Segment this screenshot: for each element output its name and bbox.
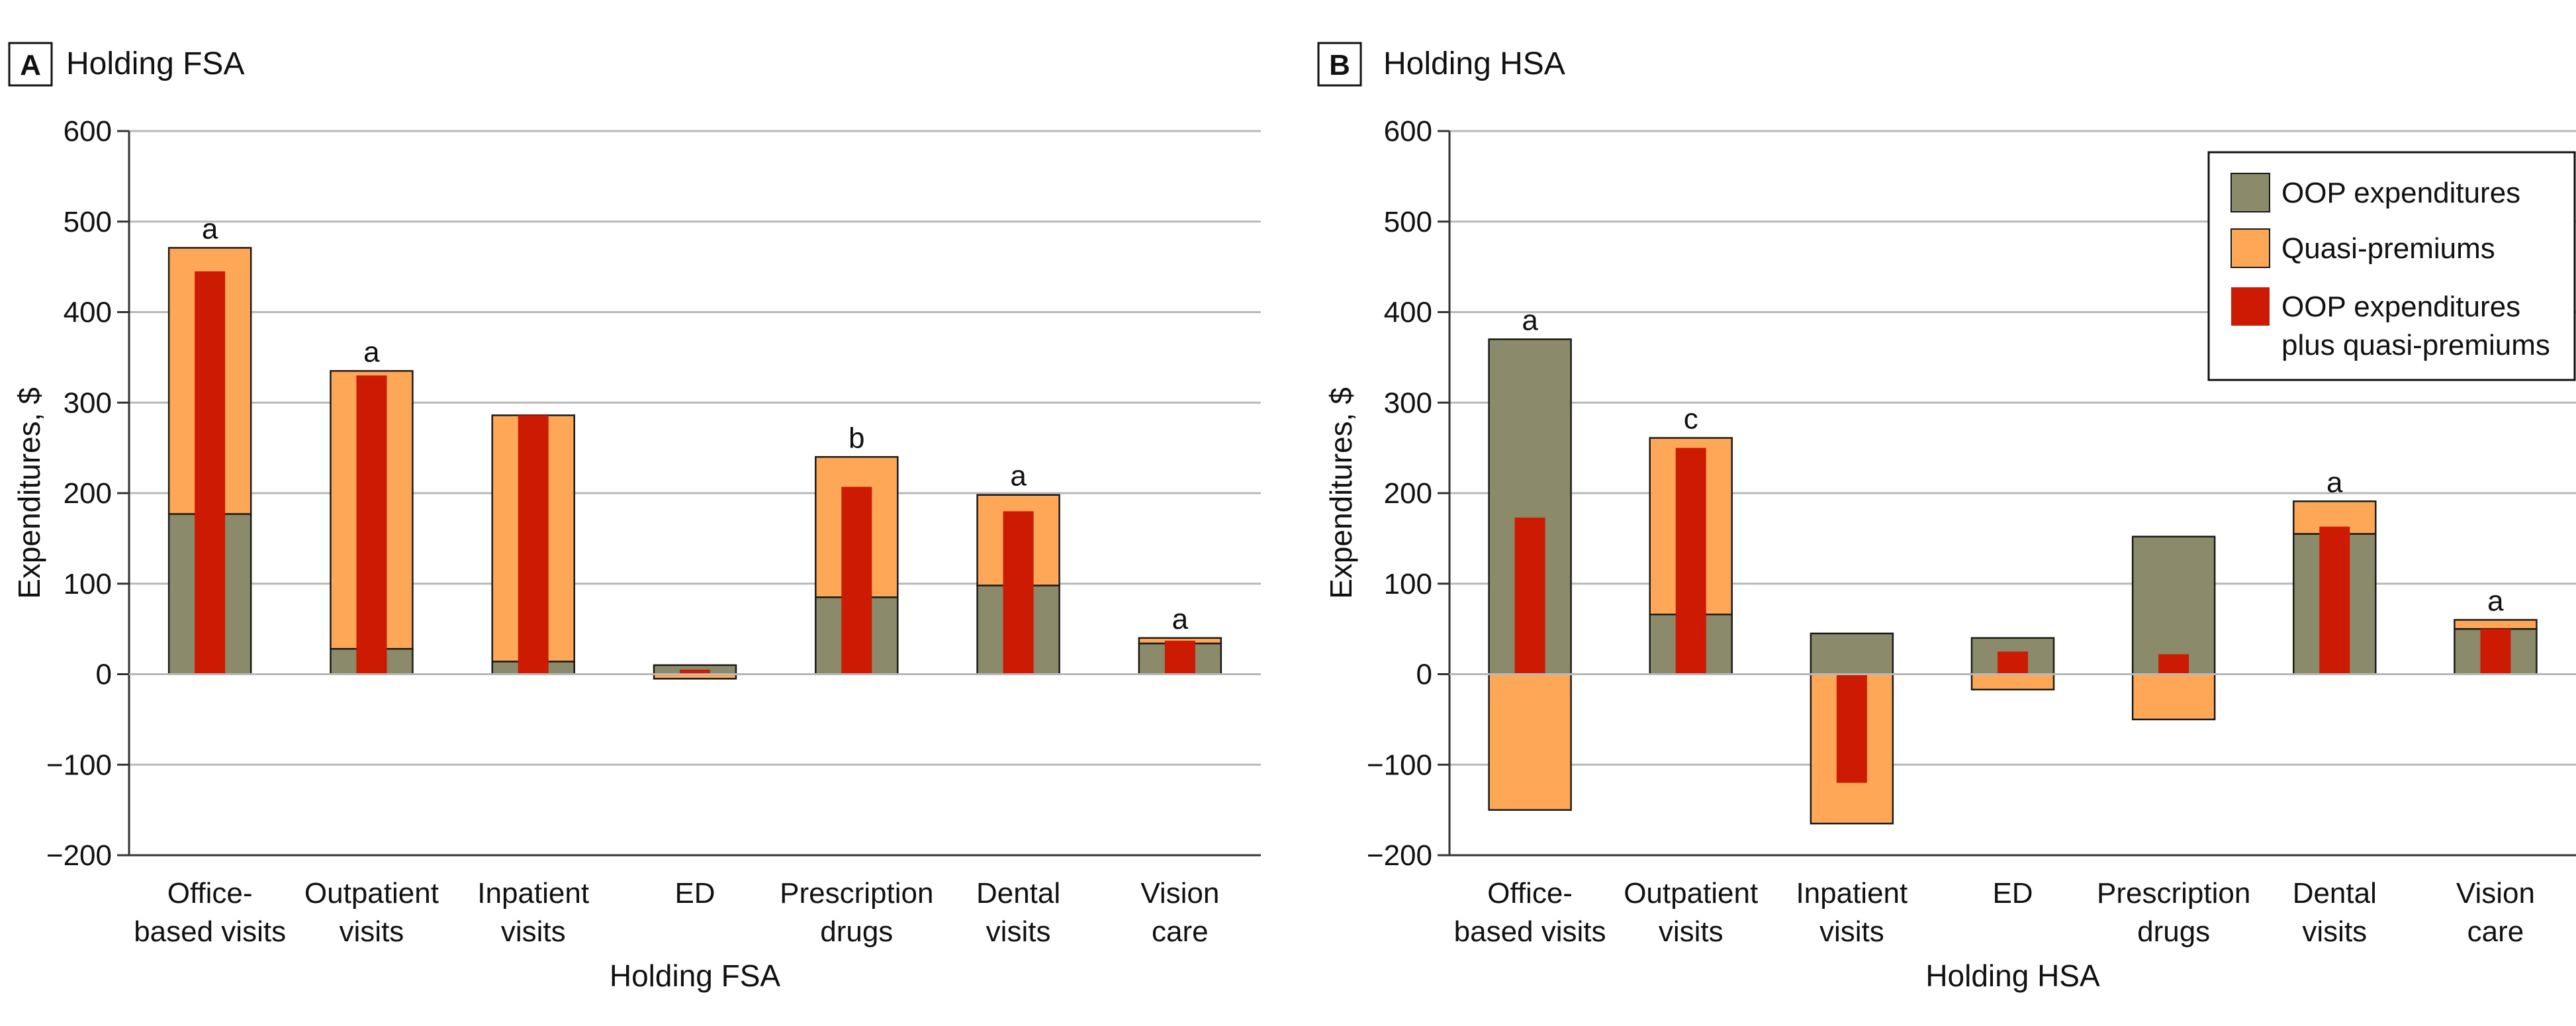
category-label: based visits xyxy=(1454,915,1606,948)
y-tick-label: 200 xyxy=(64,477,112,510)
bar-total xyxy=(356,375,387,675)
panel-b: B Holding HSA −200 −100 0 100 200 300 400 500 600 E… xyxy=(1317,42,2576,993)
category-label: visits xyxy=(2302,915,2367,948)
category-label: ED xyxy=(1992,877,2033,909)
bar-total xyxy=(195,271,226,675)
category-label: ED xyxy=(674,877,715,909)
y-tick-label: 500 xyxy=(1384,206,1432,238)
category-label: Vision xyxy=(2456,877,2535,909)
category-label: visits xyxy=(501,915,566,948)
category-label: visits xyxy=(1659,915,1724,948)
y-tick-label: 0 xyxy=(96,659,112,691)
category-label: Outpatient xyxy=(1624,877,1758,909)
bar-total xyxy=(1514,517,1545,675)
legend-label: plus quasi-premiums xyxy=(2281,329,2550,361)
panel-letter-box xyxy=(8,42,53,87)
significance-label: a xyxy=(1010,460,1027,492)
significance-label: a xyxy=(2487,584,2504,617)
significance-label: b xyxy=(849,422,864,454)
y-tick-label: −100 xyxy=(46,749,112,781)
y-axis-label: Expenditures, $ xyxy=(1324,387,1358,599)
bar-total xyxy=(1675,447,1706,675)
y-tick-label: 0 xyxy=(1416,659,1432,691)
legend: OOP expenditures Quasi-premiums OOP expend… xyxy=(2207,151,2576,381)
category-label: drugs xyxy=(2137,915,2210,948)
category-label: visits xyxy=(340,915,404,948)
bar-total xyxy=(841,487,872,675)
legend-label: OOP expenditures xyxy=(2281,177,2520,209)
panel-letter: A xyxy=(20,49,41,81)
category-label: Outpatient xyxy=(304,877,439,909)
y-tick-label: −200 xyxy=(46,839,112,872)
category-label: visits xyxy=(1819,915,1884,948)
legend-swatch-quasi xyxy=(2231,228,2270,268)
category-label: Vision xyxy=(1140,877,1219,909)
bar-quasi-premium xyxy=(1488,673,1572,811)
category-label: Office- xyxy=(1487,877,1573,909)
bar-total xyxy=(680,669,710,675)
panel-title: Holding FSA xyxy=(66,46,244,81)
y-tick-label: 400 xyxy=(64,297,112,329)
category-label: Prescription xyxy=(780,877,933,909)
x-axis-label: Holding FSA xyxy=(610,958,781,993)
bar-total xyxy=(1164,640,1195,675)
significance-label: a xyxy=(2326,466,2343,498)
category-label: Inpatient xyxy=(1796,877,1908,909)
significance-label: a xyxy=(202,212,218,245)
category-label: Dental xyxy=(2293,877,2377,909)
y-axis-label: Expenditures, $ xyxy=(12,387,46,599)
bar-total xyxy=(1003,511,1034,675)
y-tick-label: 300 xyxy=(64,387,112,419)
category-label: Dental xyxy=(976,877,1060,909)
bar-quasi-premium xyxy=(1970,673,2055,690)
y-tick-label: −200 xyxy=(1367,839,1432,872)
y-tick-label: 200 xyxy=(1384,477,1432,510)
category-label: drugs xyxy=(820,915,893,948)
category-label: based visits xyxy=(134,915,286,948)
y-tick-label: 100 xyxy=(1384,568,1432,600)
bar-quasi-premium xyxy=(2454,619,2538,630)
panel-letter: B xyxy=(1329,49,1350,81)
y-tick-label: −100 xyxy=(1367,749,1432,781)
category-label: visits xyxy=(986,915,1051,948)
bar-total xyxy=(2480,629,2511,675)
bar-oop xyxy=(1810,632,1894,675)
y-tick-label: 300 xyxy=(1384,387,1432,419)
panel-title: Holding HSA xyxy=(1383,46,1565,81)
y-tick-label: 100 xyxy=(64,568,112,600)
significance-label: a xyxy=(1172,603,1189,635)
legend-swatch-oop xyxy=(2231,173,2270,212)
significance-label: a xyxy=(1522,304,1538,337)
category-label: Inpatient xyxy=(477,877,589,909)
panel-a: A Holding FSA −200 −100 0 100 200 300 400 500 600 E… xyxy=(8,42,1261,993)
y-tick-label: 600 xyxy=(1384,115,1432,148)
bar-total xyxy=(2319,526,2350,675)
bar-quasi-premium xyxy=(2131,673,2216,721)
x-axis-label: Holding HSA xyxy=(1925,958,2100,993)
bar-oop xyxy=(2131,536,2216,675)
y-tick-label: 600 xyxy=(64,115,112,148)
category-label: care xyxy=(2467,915,2524,948)
category-label: care xyxy=(1152,915,1209,948)
panel-letter-box xyxy=(1317,42,1362,87)
bar-total xyxy=(1998,651,2028,675)
legend-swatch-total xyxy=(2231,287,2270,326)
bar-total xyxy=(2158,654,2189,675)
legend-label: OOP expenditures xyxy=(2281,291,2520,323)
y-tick-label: 500 xyxy=(64,206,112,238)
bar-total xyxy=(1836,674,1867,783)
y-tick-label: 400 xyxy=(1384,297,1432,329)
bar-total xyxy=(518,415,549,675)
significance-label: a xyxy=(363,336,380,368)
significance-label: c xyxy=(1684,403,1698,436)
category-label: Office- xyxy=(167,877,253,909)
category-label: Prescription xyxy=(2097,877,2250,909)
legend-label: Quasi-premiums xyxy=(2281,232,2495,265)
